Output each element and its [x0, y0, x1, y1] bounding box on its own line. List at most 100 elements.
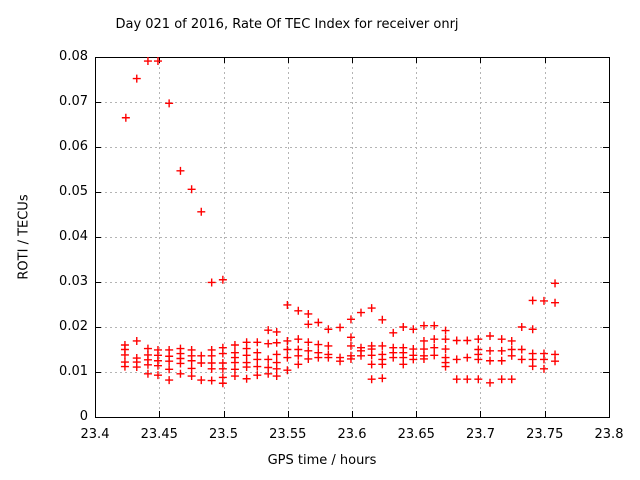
- point-marker: [253, 355, 262, 364]
- point-marker: [528, 296, 537, 305]
- point-marker: [378, 315, 387, 324]
- point-marker: [367, 360, 376, 369]
- point-marker: [463, 336, 472, 345]
- point-marker: [165, 357, 174, 366]
- point-marker: [294, 351, 303, 360]
- point-marker: [419, 345, 428, 354]
- point-marker: [419, 354, 428, 363]
- point-marker: [143, 360, 152, 369]
- point-marker: [336, 323, 345, 332]
- point-marker: [346, 341, 355, 350]
- point-marker: [409, 325, 418, 334]
- point-marker: [197, 207, 206, 216]
- point-marker: [165, 376, 174, 385]
- point-marker: [441, 326, 450, 335]
- y-tick-label: 0.06: [59, 139, 88, 154]
- point-marker: [367, 351, 376, 360]
- point-marker: [176, 359, 185, 368]
- point-marker: [430, 335, 439, 344]
- point-marker: [430, 321, 439, 330]
- point-marker: [197, 359, 206, 367]
- point-marker: [528, 355, 537, 364]
- chart-title: Day 021 of 2016, Rate Of TEC Index for r…: [115, 17, 459, 32]
- point-marker: [283, 345, 292, 354]
- point-marker: [253, 371, 262, 380]
- point-marker: [430, 343, 439, 352]
- y-tick-label: 0.08: [59, 49, 88, 64]
- point-marker: [356, 351, 365, 360]
- point-marker: [218, 364, 227, 373]
- point-marker: [242, 363, 251, 372]
- point-marker: [474, 375, 483, 384]
- x-tick-label: 23.5: [209, 427, 238, 442]
- point-marker: [539, 355, 548, 364]
- point-marker: [218, 349, 227, 358]
- point-marker: [486, 356, 495, 365]
- point-marker: [486, 378, 495, 387]
- point-marker: [283, 336, 292, 345]
- point-marker: [165, 365, 174, 374]
- point-marker: [132, 336, 141, 345]
- point-marker: [517, 323, 526, 331]
- point-marker: [230, 341, 239, 349]
- point-marker: [517, 345, 526, 354]
- y-axis-label: ROTI / TECUs: [16, 194, 32, 280]
- x-tick-label: 23.65: [397, 427, 435, 442]
- y-tick-label: 0.05: [59, 184, 88, 199]
- point-marker: [197, 351, 206, 360]
- y-tick-label: 0.07: [59, 94, 88, 109]
- point-marker: [346, 315, 355, 324]
- point-marker: [283, 353, 292, 362]
- point-marker: [551, 279, 560, 288]
- point-marker: [304, 346, 313, 355]
- point-marker: [551, 350, 560, 359]
- point-marker: [430, 351, 439, 360]
- point-marker: [153, 371, 162, 380]
- point-marker: [497, 346, 506, 355]
- point-marker: [517, 355, 526, 364]
- x-tick-label: 23.45: [140, 427, 178, 442]
- point-marker: [230, 372, 239, 381]
- point-marker: [176, 369, 185, 378]
- point-marker: [283, 300, 292, 309]
- point-marker: [143, 57, 152, 66]
- point-marker: [356, 308, 365, 317]
- point-marker: [324, 341, 333, 350]
- point-marker: [264, 369, 273, 378]
- point-marker: [367, 304, 376, 313]
- point-marker: [272, 364, 281, 373]
- y-tick-label: 0: [79, 409, 88, 424]
- x-tick-label: 23.6: [337, 427, 367, 442]
- point-marker: [294, 360, 303, 369]
- point-marker: [367, 375, 376, 384]
- point-marker: [176, 166, 185, 175]
- point-marker: [253, 362, 262, 371]
- point-marker: [264, 326, 273, 335]
- point-marker: [419, 336, 428, 345]
- point-marker: [207, 351, 216, 360]
- point-marker: [218, 275, 227, 284]
- point-marker: [419, 321, 428, 330]
- point-marker: [346, 354, 355, 363]
- point-marker: [399, 323, 408, 331]
- point-marker: [346, 333, 355, 342]
- point-marker: [441, 362, 450, 371]
- point-marker: [294, 335, 303, 344]
- point-marker: [304, 309, 313, 318]
- point-marker: [272, 327, 281, 336]
- point-marker: [264, 339, 273, 348]
- point-marker: [441, 335, 450, 344]
- point-marker: [389, 353, 398, 362]
- y-tick-label: 0.04: [59, 229, 88, 244]
- point-marker: [120, 362, 129, 371]
- point-marker: [324, 325, 333, 334]
- point-marker: [486, 346, 495, 355]
- point-marker: [304, 320, 313, 329]
- point-marker: [272, 338, 281, 347]
- point-marker: [165, 99, 174, 108]
- point-marker: [507, 336, 516, 345]
- point-marker: [474, 335, 483, 344]
- point-marker: [528, 325, 537, 334]
